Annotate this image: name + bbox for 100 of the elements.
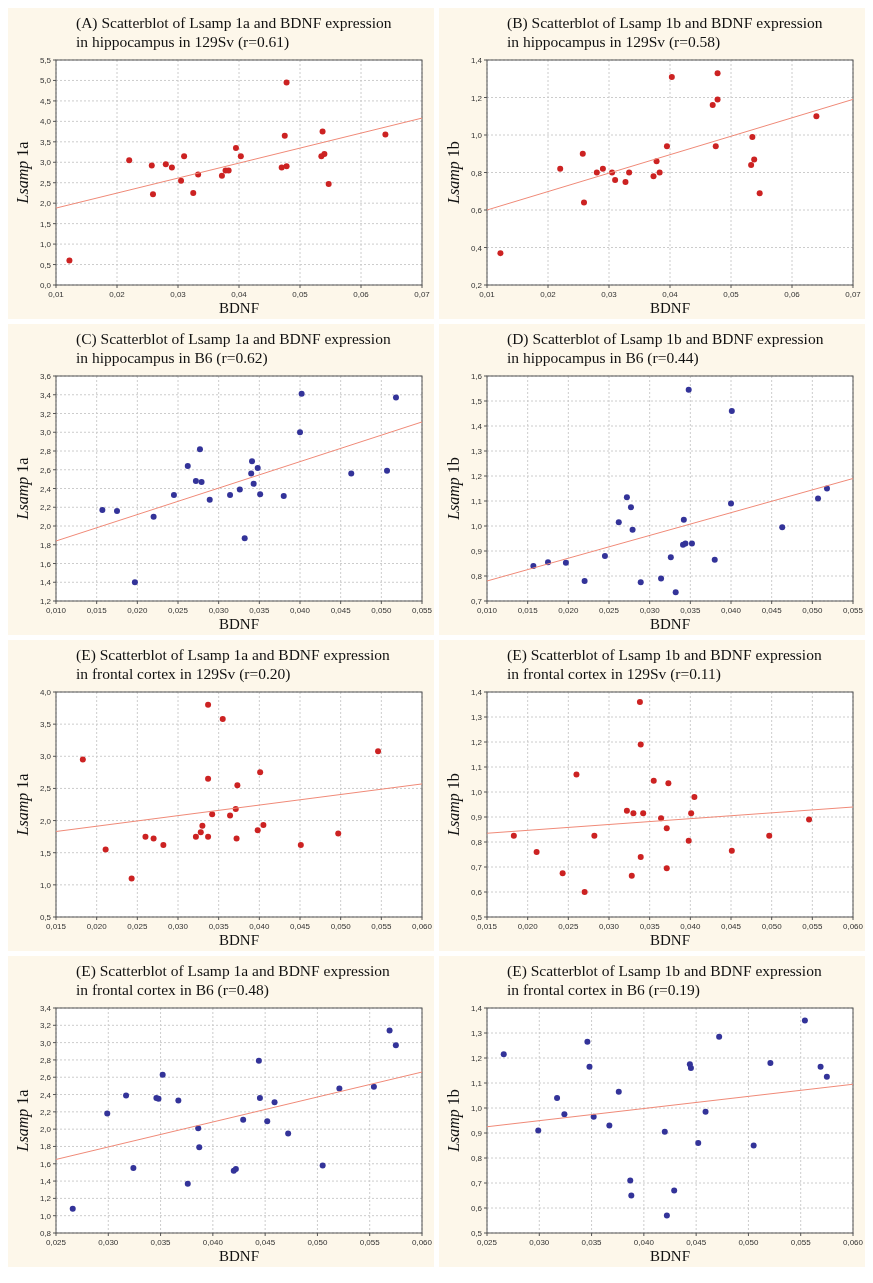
y-tick-label: 2,2 — [39, 503, 52, 513]
y-tick-label: 2,4 — [39, 1090, 52, 1100]
x-tick-label: 0,055 — [371, 922, 392, 931]
x-tick-label: 0,020 — [127, 606, 148, 615]
point — [535, 1127, 542, 1134]
point — [728, 847, 735, 854]
point — [573, 771, 580, 778]
point — [702, 1108, 709, 1115]
x-tick-label: 0,050 — [330, 922, 352, 931]
point — [254, 827, 261, 834]
point — [637, 854, 644, 860]
point — [623, 807, 630, 814]
point — [599, 165, 606, 172]
chart-title: (B) Scatterblot of Lsamp 1b and BDNF expression in hippocampus in 129Sv (r=0.58) — [507, 14, 823, 51]
y-tick-label: 4,5 — [39, 96, 52, 106]
point — [184, 1180, 191, 1187]
y-tick-label: 4,0 — [39, 688, 52, 697]
point — [170, 492, 177, 499]
y-tick-label: 3,6 — [39, 372, 52, 381]
point — [510, 832, 517, 839]
x-tick-label: 0,060 — [411, 1238, 433, 1247]
y-tick-label: 2,5 — [39, 178, 52, 188]
y-tick-label: 3,2 — [39, 409, 52, 419]
x-tick-label: 0,010 — [45, 606, 67, 615]
point — [623, 494, 630, 501]
y-tick-label: 1,0 — [39, 1211, 52, 1221]
point — [629, 526, 636, 533]
point — [131, 579, 138, 586]
point — [241, 535, 248, 542]
y-tick-label: 2,0 — [39, 816, 52, 826]
point — [249, 458, 256, 465]
x-tick-label: 0,03 — [601, 290, 618, 299]
point — [168, 164, 175, 171]
x-tick-label: 0,050 — [802, 606, 823, 615]
point — [128, 875, 135, 882]
x-tick-label: 0,040 — [202, 1238, 224, 1247]
chart-title: (E) Scatterblot of Lsamp 1a and BDNF expression in frontal cortex in B6 (r=0.48) — [76, 962, 391, 999]
x-tick-label: 0,040 — [680, 922, 701, 931]
point — [255, 1057, 262, 1064]
y-tick-label: 1,4 — [470, 56, 483, 65]
x-tick-label: 0,05 — [723, 290, 740, 299]
point — [533, 849, 540, 855]
x-axis-title: BDNF — [218, 932, 260, 948]
x-tick-label: 0,01 — [479, 290, 496, 299]
point — [671, 1187, 678, 1194]
x-tick-label: 0,030 — [208, 606, 230, 615]
point — [257, 769, 264, 776]
y-tick-label: 1,8 — [39, 540, 52, 550]
y-tick-label: 1,4 — [470, 1004, 483, 1013]
x-tick-label: 0,020 — [558, 606, 579, 615]
point — [557, 165, 564, 172]
point — [197, 829, 204, 836]
point — [688, 810, 695, 817]
point — [630, 810, 637, 817]
x-tick-label: 0,060 — [411, 922, 433, 931]
x-tick-label: 0,015 — [45, 922, 67, 931]
y-tick-label: 2,2 — [39, 1107, 52, 1117]
point — [695, 1140, 702, 1146]
point — [254, 464, 261, 471]
point — [66, 257, 73, 264]
point — [69, 1205, 76, 1212]
point — [99, 507, 106, 514]
point — [281, 132, 288, 139]
y-tick-label: 3,0 — [39, 1038, 52, 1048]
y-axis-title: Lsamp 1a — [14, 141, 32, 205]
x-tick-label: 0,035 — [581, 1238, 603, 1247]
point — [319, 1162, 326, 1169]
x-tick-label: 0,025 — [476, 1238, 498, 1247]
x-tick-label: 0,07 — [414, 290, 431, 299]
x-tick-label: 0,06 — [353, 290, 370, 299]
point — [206, 496, 213, 503]
point — [586, 1063, 593, 1070]
x-tick-label: 0,010 — [476, 606, 498, 615]
point — [227, 492, 234, 499]
point — [559, 870, 566, 877]
x-tick-label: 0,055 — [802, 922, 823, 931]
point — [637, 741, 644, 748]
x-tick-label: 0,025 — [45, 1238, 67, 1247]
x-axis-title: BDNF — [218, 300, 260, 316]
point — [250, 480, 257, 487]
point — [205, 701, 212, 708]
x-tick-label: 0,02 — [109, 290, 126, 299]
point — [640, 810, 647, 817]
point — [175, 1097, 182, 1104]
y-axis-title: Lsamp 1a — [14, 773, 32, 837]
x-axis-title: BDNF — [649, 300, 691, 316]
point — [278, 164, 285, 171]
point — [370, 1083, 377, 1090]
point — [663, 825, 670, 832]
y-tick-label: 1,5 — [39, 219, 52, 229]
point — [181, 153, 188, 160]
point — [815, 495, 822, 502]
y-tick-label: 2,0 — [39, 1125, 52, 1135]
point — [219, 716, 226, 722]
point — [615, 519, 622, 526]
y-tick-label: 4,0 — [39, 117, 52, 127]
y-tick-label: 0,9 — [470, 813, 483, 822]
y-tick-label: 1,3 — [470, 713, 483, 722]
point — [142, 833, 149, 840]
point — [628, 1192, 635, 1199]
